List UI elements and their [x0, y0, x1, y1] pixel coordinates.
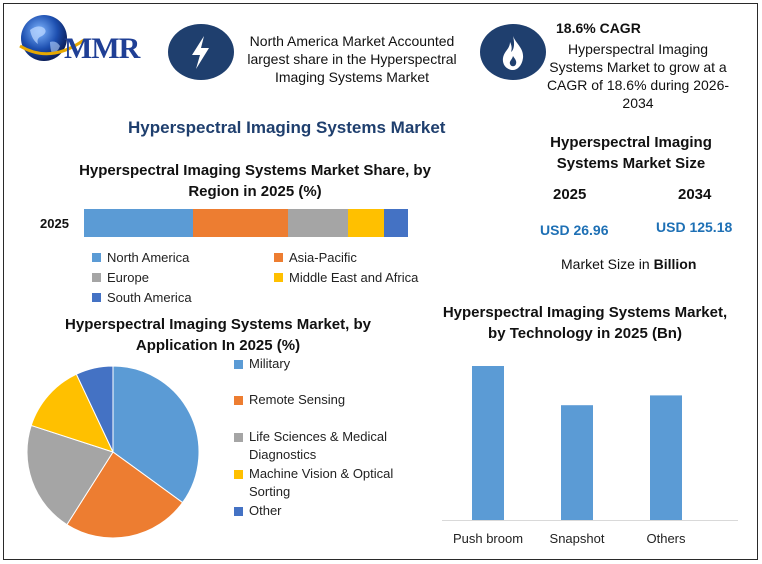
size-panel-title: Hyperspectral Imaging Systems Market Siz…	[550, 134, 712, 172]
legend-swatch	[234, 470, 243, 479]
pie-slice-life-sciences-medical-diagnostics	[26, 424, 114, 526]
cagr-text: Hyperspectral Imaging Systems Market to …	[546, 41, 730, 111]
tech-tick-snapshot: Snapshot	[549, 531, 605, 546]
legend-label: Europe	[107, 270, 149, 285]
legend-label: Remote Sensing	[249, 392, 346, 407]
legend-label: Asia-Pacific	[289, 250, 357, 265]
main-title: Hyperspectral Imaging Systems Market	[128, 118, 446, 137]
legend-swatch	[92, 293, 101, 302]
pie-slice-machine-vision-optical-sorting	[30, 373, 114, 453]
application-legend-military: Military	[234, 355, 404, 373]
legend-swatch	[92, 253, 101, 262]
legend-label: Military	[249, 356, 291, 371]
size-value-2034: USD 125.18	[656, 219, 733, 235]
tech-bar-push-broom	[472, 366, 504, 520]
legend-swatch	[234, 396, 243, 405]
logo	[19, 15, 85, 61]
region-chart-title: Hyperspectral Imaging Systems Market Sha…	[79, 162, 431, 200]
legend-swatch	[234, 433, 243, 442]
application-pie	[26, 365, 200, 539]
application-legend-life-sciences-medical-diagnostics: Life Sciences & Medical Diagnostics	[234, 428, 404, 464]
legend-swatch	[274, 253, 283, 262]
tech-bar-others	[650, 395, 682, 520]
region-segment-south-america	[383, 209, 408, 237]
legend-label: North America	[107, 250, 190, 265]
region-legend-asia-pacific: Asia-Pacific	[274, 250, 357, 265]
legend-label: Middle East and Africa	[289, 270, 419, 285]
region-segment-middle-east-and-africa	[348, 209, 384, 237]
region-legend-north-america: North America	[92, 250, 189, 265]
tech-tick-push-broom: Push broom	[452, 531, 524, 546]
region-segment-asia-pacific	[192, 209, 289, 237]
legend-swatch	[274, 273, 283, 282]
legend-swatch	[234, 360, 243, 369]
flame-badge	[480, 24, 546, 80]
application-legend-remote-sensing: Remote Sensing	[234, 391, 404, 409]
legend-swatch	[234, 507, 243, 516]
technology-bar-chart	[442, 366, 738, 521]
flame-icon	[502, 36, 524, 70]
region-legend-south-america: South America	[92, 290, 192, 305]
size-year-2025: 2025	[553, 186, 587, 203]
application-legend-other: Other	[234, 502, 404, 520]
legend-swatch	[92, 273, 101, 282]
pie-slice-remote-sensing	[66, 451, 184, 539]
info-north-america: North America Market Accounted largest s…	[247, 33, 457, 85]
lightning-icon	[192, 36, 209, 69]
region-legend-europe: Europe	[92, 270, 149, 285]
size-unit-note: Market Size in Billion	[561, 256, 697, 272]
application-chart-title: Hyperspectral Imaging Systems Market, by…	[65, 316, 371, 354]
size-year-2034: 2034	[678, 186, 712, 203]
tech-bar-snapshot	[561, 405, 593, 520]
region-y-tick: 2025	[40, 216, 69, 231]
legend-label: Machine Vision & Optical Sorting	[249, 466, 394, 499]
size-value-2025: USD 26.96	[540, 222, 609, 238]
tech-tick-others: Others	[646, 531, 686, 546]
region-segment-europe	[288, 209, 349, 237]
application-legend-machine-vision-optical-sorting: Machine Vision & Optical Sorting	[234, 465, 404, 501]
technology-chart-title: Hyperspectral Imaging Systems Market, by…	[442, 304, 728, 342]
pie-slice-other	[75, 365, 114, 453]
region-stacked-bar	[84, 209, 408, 237]
lightning-badge	[168, 24, 234, 80]
cagr-title: 18.6% CAGR	[556, 20, 641, 36]
logo-text: MMR	[64, 32, 140, 65]
region-legend-middle-east-and-africa: Middle East and Africa	[274, 270, 418, 285]
infographic-frame	[3, 3, 758, 560]
legend-label: Life Sciences & Medical Diagnostics	[249, 429, 388, 462]
legend-label: Other	[249, 503, 282, 518]
pie-slice-military	[112, 365, 200, 504]
region-segment-north-america	[84, 209, 193, 237]
legend-label: South America	[107, 290, 192, 305]
